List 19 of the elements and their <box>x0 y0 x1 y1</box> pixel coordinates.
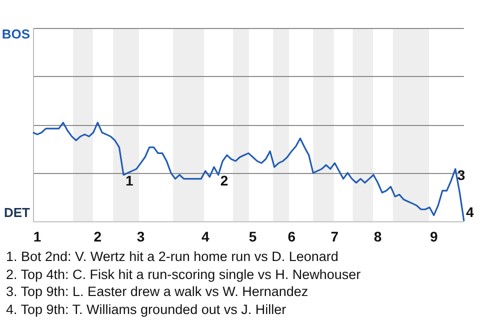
text: BOS <box>2 26 30 42</box>
x-tick-label: 6 <box>288 228 296 244</box>
x-tick-label: 3 <box>136 228 145 244</box>
text: 2. Top 4th: C. Fisk hit a run-scoring single vs H. Newhouser <box>6 266 362 283</box>
text: 3. Top 9th: L. Easter drew a walk vs W. Hernandez <box>6 283 310 300</box>
x-tick-label: 4 <box>202 228 210 244</box>
annotation: 2 <box>220 172 228 189</box>
x-tick-label: 9 <box>430 228 438 244</box>
text: DET <box>4 204 30 220</box>
text: 4. Top 9th: T. Williams grounded out vs J. Hiller <box>6 300 288 318</box>
annotation: 1 <box>126 172 134 189</box>
annotation: 3 <box>457 166 466 183</box>
x-tick-label: 1 <box>33 228 42 244</box>
x-tick-label: 2 <box>94 228 102 244</box>
x-tick-label: 7 <box>330 228 339 244</box>
x-tick-label: 8 <box>374 228 382 244</box>
text: 4 <box>466 204 474 220</box>
text: 1. Bot 2nd: V. Wertz hit a 2-run home run vs D. Leonard <box>6 248 340 266</box>
x-tick-label: 5 <box>248 228 257 244</box>
